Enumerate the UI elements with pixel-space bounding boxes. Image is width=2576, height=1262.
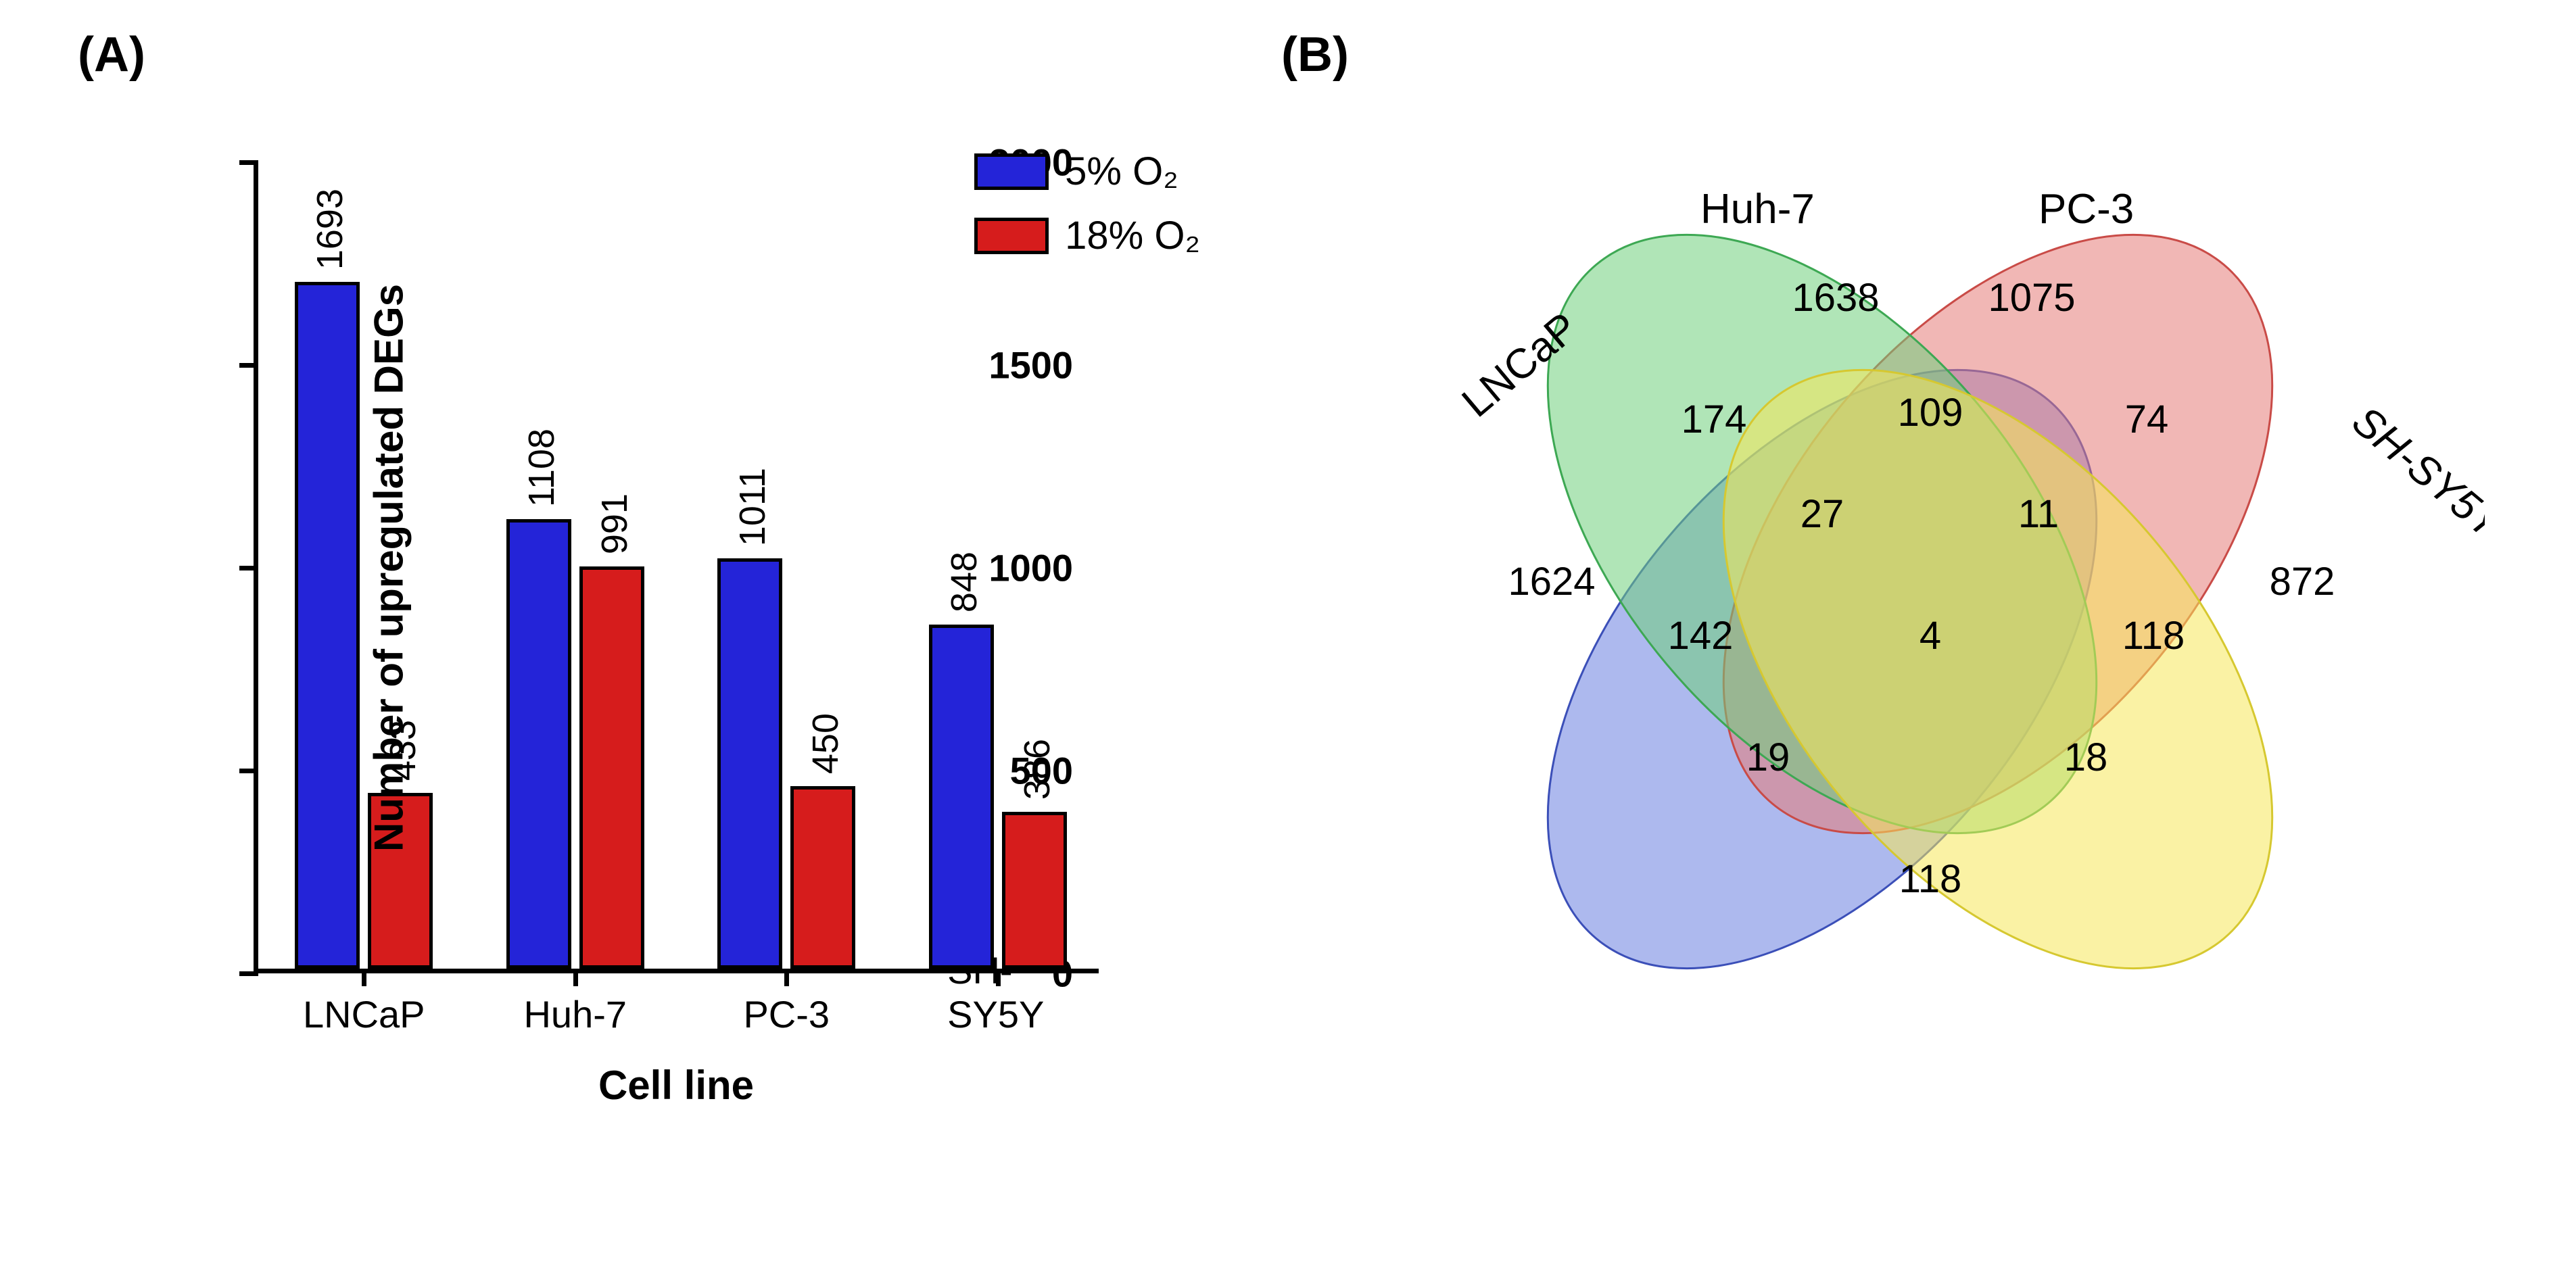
bar-value-label: 450: [805, 713, 846, 774]
y-tick-label: 1000: [988, 546, 1073, 590]
y-tick: [239, 363, 258, 368]
bar-value-label: 386: [1016, 739, 1058, 800]
x-tick: [573, 969, 578, 986]
bar: [790, 786, 855, 969]
bar: [506, 519, 571, 969]
legend-item: 18% O₂: [974, 213, 1200, 258]
bar: [929, 625, 994, 969]
bar-chart-area: 0500100015002000LNCaP1693433Huh-71108991…: [254, 162, 1099, 973]
bar: [1002, 812, 1067, 969]
venn-set-label: SH-SY5Y: [2343, 397, 2485, 550]
venn-diagram: LNCaPHuh-7PC-3SH-SY5Y1638107517410974162…: [1335, 108, 2485, 1122]
venn-region-count: 11: [2018, 492, 2059, 536]
venn-region-count: 1624: [1508, 560, 1595, 604]
venn-region-count: 4: [1919, 614, 1941, 658]
venn-region-count: 1638: [1792, 276, 1879, 320]
legend-text: 5% O₂: [1065, 149, 1178, 194]
legend-text: 18% O₂: [1065, 213, 1200, 258]
y-tick-label: 1500: [988, 343, 1073, 387]
venn-region-count: 142: [1668, 614, 1734, 658]
y-tick: [239, 769, 258, 773]
venn-region-count: 109: [1898, 391, 1963, 435]
venn-region-count: 74: [2125, 397, 2169, 441]
venn-region-count: 118: [1899, 857, 1961, 901]
venn-region-count: 18: [2064, 735, 2108, 779]
venn-region-count: 872: [2270, 560, 2335, 604]
bar: [717, 558, 782, 969]
x-tick: [362, 969, 366, 986]
y-tick: [239, 566, 258, 571]
legend: 5% O₂ 18% O₂: [974, 149, 1200, 277]
bar-value-label: 1108: [521, 429, 563, 507]
y-tick: [239, 160, 258, 165]
venn-region-count: 118: [2122, 614, 2185, 658]
bar-value-label: 1011: [732, 468, 773, 546]
x-axis-label: Cell line: [598, 1062, 754, 1109]
legend-swatch: [974, 218, 1049, 254]
x-tick-label: Huh-7: [523, 992, 627, 1036]
legend-swatch: [974, 153, 1049, 190]
y-axis-label: Number of upregulated DEGs: [366, 284, 412, 852]
x-tick-label: PC-3: [743, 992, 830, 1036]
panel-b-label: (B): [1281, 27, 1349, 82]
bar: [295, 282, 360, 969]
venn-set-label: Huh-7: [1700, 186, 1815, 233]
bar-value-label: 991: [594, 493, 636, 554]
venn-region-count: 174: [1681, 397, 1747, 441]
legend-item: 5% O₂: [974, 149, 1200, 194]
x-tick: [784, 969, 789, 986]
venn-region-count: 27: [1800, 492, 1844, 536]
y-tick: [239, 971, 258, 976]
panel-a: (A) 0500100015002000LNCaP1693433Huh-7110…: [78, 27, 1227, 1210]
bar: [579, 566, 644, 969]
bar-value-label: 848: [943, 552, 985, 612]
venn-region-count: 19: [1746, 735, 1790, 779]
panel-b: (B) LNCaPHuh-7PC-3SH-SY5Y163810751741097…: [1281, 27, 2498, 1210]
figure-container: (A) 0500100015002000LNCaP1693433Huh-7110…: [0, 0, 2576, 1262]
panel-a-label: (A): [78, 27, 145, 82]
bar-value-label: 1693: [309, 189, 351, 270]
venn-region-count: 1075: [1988, 276, 2075, 320]
venn-set-label: PC-3: [2038, 186, 2134, 233]
x-tick-label: LNCaP: [303, 992, 425, 1036]
